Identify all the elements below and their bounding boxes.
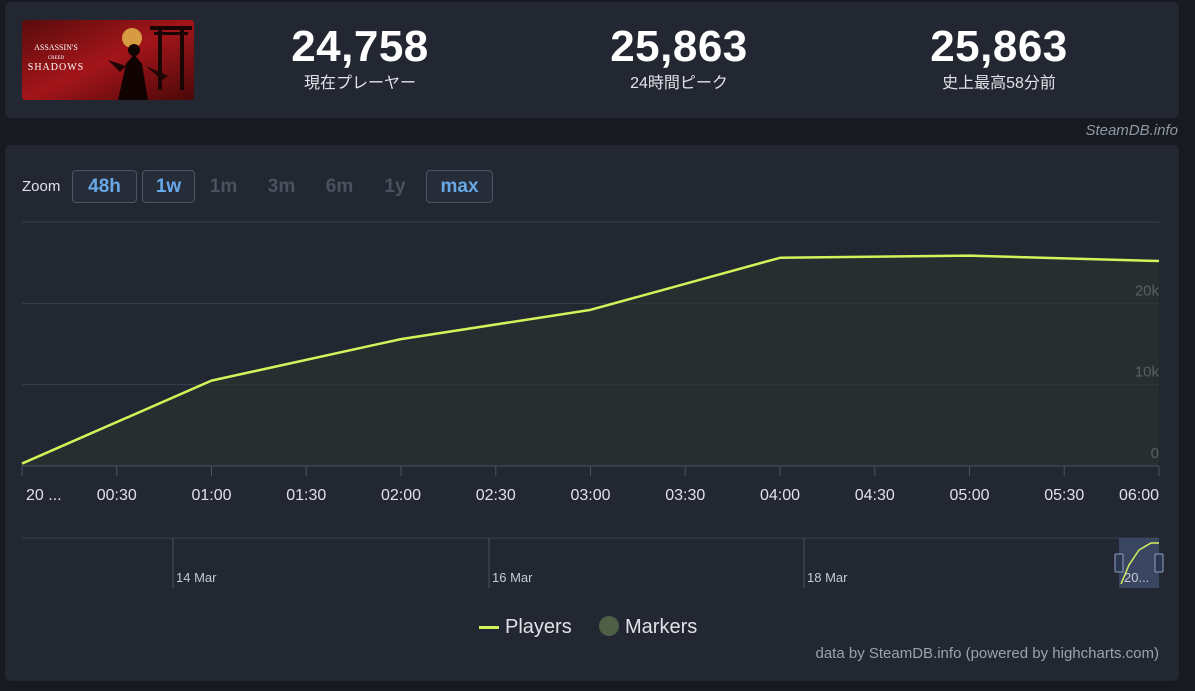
current-players-label: 現在プレーヤー	[303, 75, 416, 92]
x-tick-label: 04:00	[760, 487, 800, 504]
navigator-handle-left[interactable]	[1114, 553, 1124, 573]
x-tick-label: 00:30	[97, 487, 137, 504]
steamdb-credit[interactable]: SteamDB.info	[1085, 122, 1178, 139]
navigator-date-label: 16 Mar	[492, 570, 533, 585]
navigator-date-label: 18 Mar	[807, 570, 848, 585]
stat-all-time-peak: 25,863 史上最高58分前	[869, 22, 1129, 94]
legend-markers-swatch	[599, 616, 619, 636]
legend-markers[interactable]: Markers	[599, 613, 697, 641]
chart-footer[interactable]: data by SteamDB.info (powered by highcha…	[815, 645, 1160, 662]
x-tick-label: 03:00	[570, 487, 610, 504]
zoom-1m-button: 1m	[209, 176, 238, 197]
game-thumbnail[interactable]: ASSASSIN'S CREED SHADOWS	[22, 20, 194, 100]
legend-players-label: Players	[505, 616, 572, 638]
navigator-handle-right[interactable]	[1154, 553, 1164, 573]
navigator-selection[interactable]	[1119, 538, 1159, 588]
player-chart[interactable]: 010k20k20 ...00:3001:0001:3002:0002:3003…	[5, 145, 1179, 605]
x-tick-label: 02:00	[381, 487, 421, 504]
x-tick-label: 05:00	[949, 487, 989, 504]
x-tick-label: 04:30	[855, 487, 895, 504]
zoom-6m-button: 6m	[325, 176, 354, 197]
stat-24h-peak: 25,863 24時間ピーク	[549, 22, 809, 94]
all-time-peak-label: 史上最高58分前	[942, 75, 1056, 92]
players-series-line[interactable]	[21, 254, 1160, 465]
stat-current-players: 24,758 現在プレーヤー	[230, 22, 490, 94]
zoom-label: Zoom	[22, 178, 61, 195]
stats-panel: ASSASSIN'S CREED SHADOWS 24,758 現在プレーヤー …	[5, 2, 1179, 118]
players-area	[22, 255, 1159, 466]
legend-players[interactable]: Players	[479, 613, 572, 641]
svg-text:ASSASSIN'S: ASSASSIN'S	[34, 43, 78, 52]
navigator-date-label: 14 Mar	[176, 570, 217, 585]
svg-text:CREED: CREED	[48, 56, 65, 61]
x-tick-label: 05:30	[1044, 487, 1084, 504]
x-tick-label: 02:30	[476, 487, 516, 504]
x-tick-label: 01:00	[191, 487, 231, 504]
navigator-series-line	[1120, 542, 1159, 585]
legend-markers-label: Markers	[625, 616, 698, 638]
peak-24h-label: 24時間ピーク	[630, 75, 728, 92]
chart-legend: Players Markers	[5, 613, 1179, 641]
x-tick-label: 03:30	[665, 487, 705, 504]
all-time-peak-value: 25,863	[930, 22, 1068, 71]
zoom-1y-button: 1y	[384, 176, 406, 197]
zoom-3m-button: 3m	[267, 176, 296, 197]
svg-text:SHADOWS: SHADOWS	[28, 62, 84, 73]
current-players-value: 24,758	[291, 22, 429, 71]
x-tick-label: 01:30	[286, 487, 326, 504]
peak-24h-value: 25,863	[610, 22, 748, 71]
x-tick-label: 06:00	[1119, 487, 1159, 504]
game-art: ASSASSIN'S CREED SHADOWS	[22, 20, 194, 100]
navigator-date-label: 20...	[1124, 570, 1149, 585]
zoom-max-button[interactable]: max	[426, 170, 493, 203]
legend-players-swatch	[479, 626, 499, 629]
zoom-1w-button[interactable]: 1w	[142, 170, 195, 203]
x-tick-label: 20 ...	[26, 487, 62, 504]
zoom-48h-button[interactable]: 48h	[72, 170, 137, 203]
